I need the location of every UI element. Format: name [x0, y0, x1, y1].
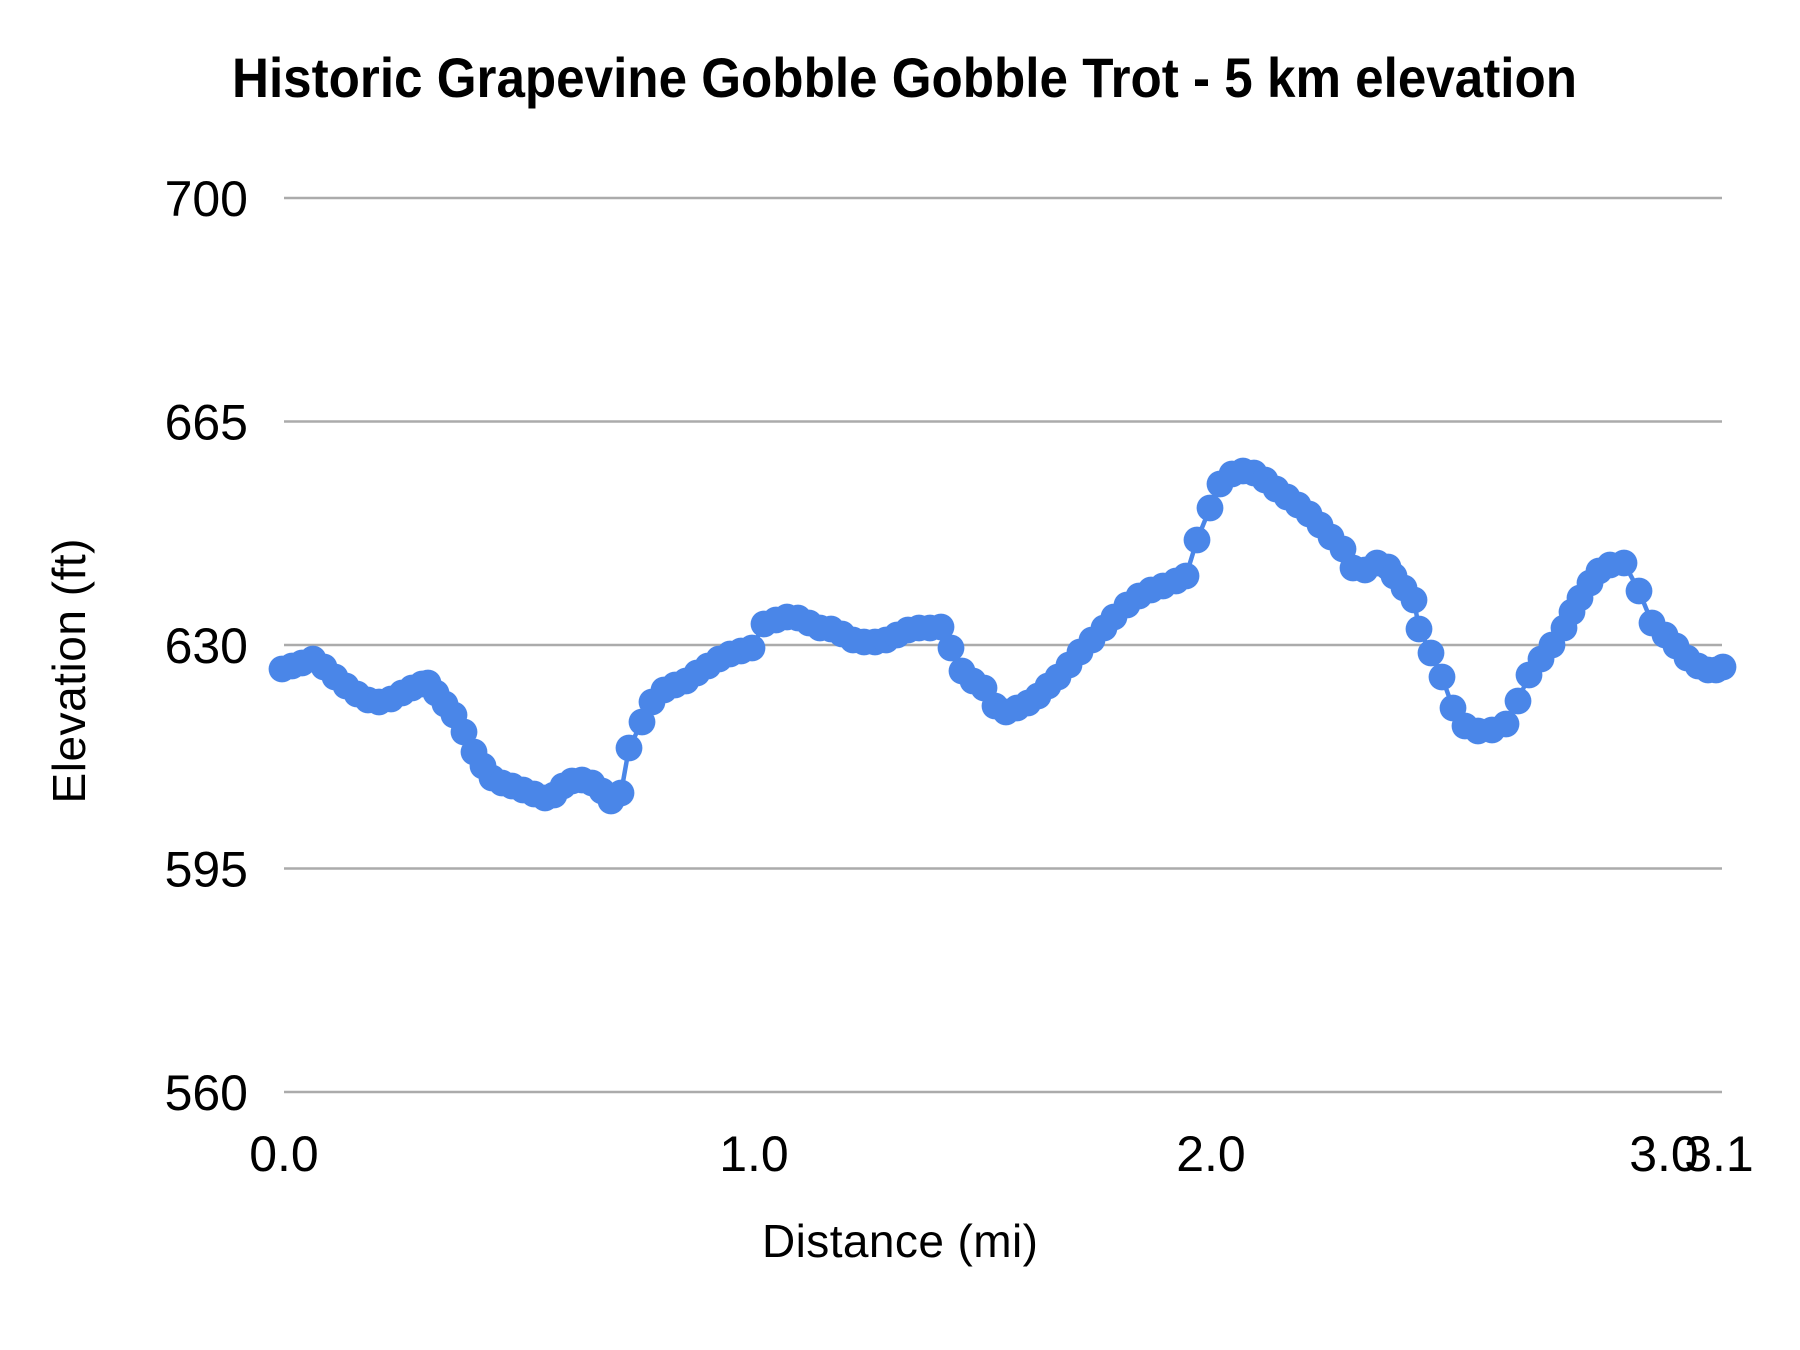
svg-text:3.1: 3.1 — [1684, 1126, 1754, 1182]
svg-text:2.0: 2.0 — [1176, 1126, 1246, 1182]
svg-text:Historic Grapevine Gobble Gobb: Historic Grapevine Gobble Gobble Trot - … — [232, 46, 1577, 109]
svg-text:Elevation (ft): Elevation (ft) — [43, 539, 95, 804]
svg-text:3.0: 3.0 — [1629, 1126, 1699, 1182]
svg-text:560: 560 — [165, 1065, 248, 1121]
svg-text:595: 595 — [165, 842, 248, 898]
svg-text:630: 630 — [165, 618, 248, 674]
svg-text:0.0: 0.0 — [249, 1126, 319, 1182]
svg-text:Distance (mi): Distance (mi) — [762, 1215, 1038, 1267]
svg-text:665: 665 — [165, 395, 248, 451]
svg-text:1.0: 1.0 — [719, 1126, 789, 1182]
svg-text:700: 700 — [165, 171, 248, 227]
